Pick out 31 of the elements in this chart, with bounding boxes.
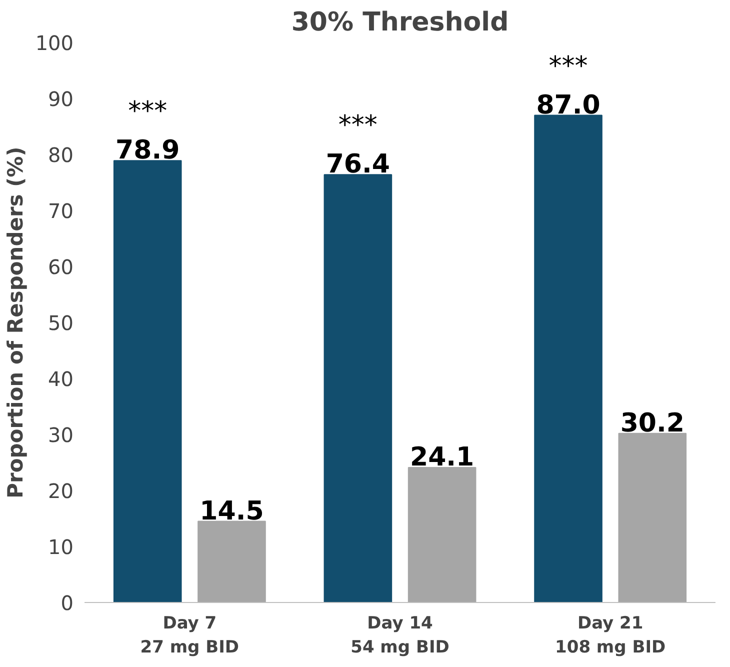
y-tick-label: 30 [48, 423, 74, 447]
annotation: *** [128, 96, 168, 127]
chart-title: 30% Threshold [291, 8, 509, 38]
y-tick-label: 50 [48, 311, 74, 335]
y-tick-label: 80 [48, 143, 74, 167]
x-tick-label: Day 14 54 mg BID [350, 614, 450, 658]
y-tick-label: 70 [48, 199, 74, 223]
annotation: *** [548, 51, 588, 82]
text: 76.4 [326, 150, 390, 180]
annotation: *** [338, 110, 378, 141]
y-axis-title: Proportion of Responders (%) [3, 146, 28, 498]
y-tick-label: 0 [60, 591, 74, 615]
text: 14.5 [200, 496, 264, 526]
text: 24.1 [410, 442, 474, 473]
y-tick-label: 10 [48, 535, 74, 559]
y-tick-label: 90 [48, 87, 74, 111]
bar [618, 432, 687, 602]
text: 30.2 [620, 408, 684, 438]
y-tick-label: 20 [48, 479, 74, 503]
bar [324, 174, 392, 602]
y-tick-label: 100 [35, 31, 74, 55]
y-tick-label: 60 [48, 255, 74, 279]
text: 78.9 [116, 136, 180, 166]
x-tick-label: Day 21 108 mg BID [555, 614, 666, 658]
text: 87.0 [536, 90, 600, 120]
bar [113, 160, 182, 602]
bar [198, 520, 266, 602]
y-tick-label: 40 [48, 367, 74, 391]
bar [534, 114, 602, 602]
x-tick-label: Day 7 27 mg BID [140, 614, 240, 658]
bar [408, 467, 476, 602]
